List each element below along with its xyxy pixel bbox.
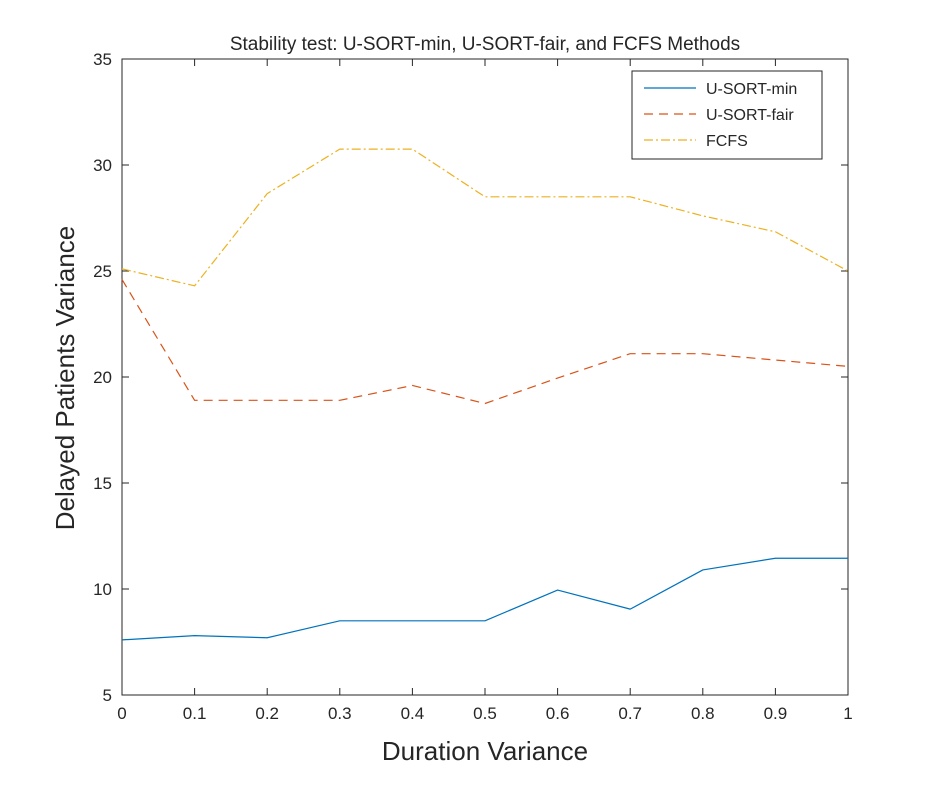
legend-label-fcfs: FCFS [706, 133, 748, 150]
series-line-fcfs [121, 148, 849, 287]
legend: U-SORT-min U-SORT-fair FCFS [631, 70, 823, 160]
y-tick-label: 35 [93, 50, 112, 69]
x-tick-label: 0.4 [401, 704, 425, 723]
x-tick-label: 0.8 [691, 704, 715, 723]
x-tick-label: 1 [843, 704, 852, 723]
y-tick-label: 30 [93, 156, 112, 175]
legend-label-u-sort-fair: U-SORT-fair [706, 107, 794, 124]
x-tick-label: 0.7 [618, 704, 642, 723]
y-tick-label: 25 [93, 262, 112, 281]
x-tick-label: 0.1 [183, 704, 207, 723]
x-tick-label: 0.3 [328, 704, 352, 723]
legend-box [631, 70, 823, 160]
y-tick-label: 5 [103, 686, 112, 705]
x-tick-label: 0 [117, 704, 126, 723]
x-tick-label: 0.9 [764, 704, 788, 723]
x-tick-label: 0.5 [473, 704, 497, 723]
x-tick-label: 0.2 [255, 704, 279, 723]
series-line-u-sort-min [121, 557, 848, 641]
x-axis-title: Duration Variance [382, 736, 588, 766]
x-tick-label: 0.6 [546, 704, 570, 723]
y-tick-label: 10 [93, 580, 112, 599]
chart-title: Stability test: U-SORT-min, U-SORT-fair,… [230, 34, 740, 55]
plot-area: 0 0.1 0.2 0.3 0.4 0.5 0.6 0.7 0.8 0.9 151015202530… [93, 50, 853, 723]
series-line-u-sort-fair [121, 279, 849, 405]
y-tick-label: 15 [93, 474, 112, 493]
legend-label-u-sort-min: U-SORT-min [706, 81, 797, 98]
y-tick-label: 20 [93, 368, 112, 387]
y-axis-title: Delayed Patients Variance [50, 226, 80, 530]
